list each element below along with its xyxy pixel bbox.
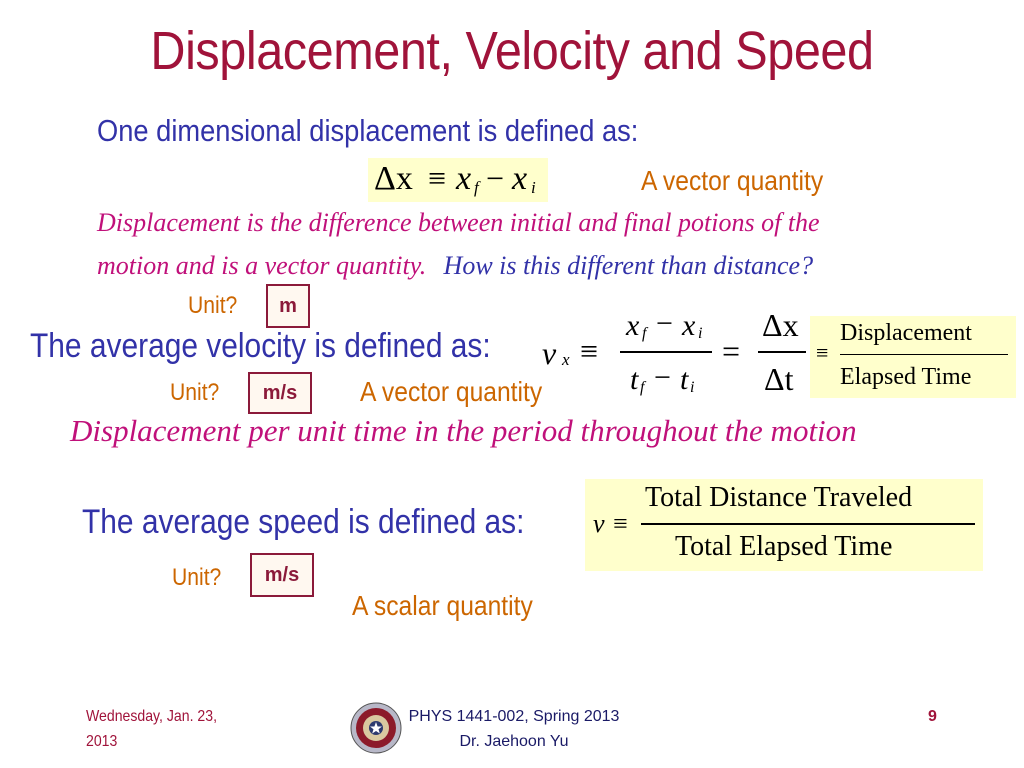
word-numerator: Displacement bbox=[840, 320, 972, 346]
velocity-definition: Displacement per unit time in the period… bbox=[70, 413, 857, 448]
equiv-sign: ≡ bbox=[580, 333, 599, 369]
equals-sign: = bbox=[722, 333, 741, 369]
displacement-definition-line2: motion and is a vector quantity. How is … bbox=[97, 250, 813, 281]
x-initial: x bbox=[512, 160, 528, 197]
unit-question-1: Unit? bbox=[188, 292, 238, 319]
velocity-formula: v x ≡ x f − x i t f − t i = Δx Δt bbox=[540, 305, 810, 405]
numerator-minus: − bbox=[656, 307, 673, 340]
speed-denominator: Total Elapsed Time bbox=[675, 531, 893, 562]
minus-sign: − bbox=[486, 160, 505, 196]
numerator-sub-i: i bbox=[698, 325, 703, 342]
word-denominator: Elapsed Time bbox=[840, 364, 972, 390]
speed-intro: The average speed is defined as: bbox=[82, 503, 525, 541]
vector-quantity-label-2: A vector quantity bbox=[360, 376, 543, 407]
footer-instructor: Dr. Jaehoon Yu bbox=[459, 733, 569, 750]
denominator-tf: t bbox=[630, 363, 639, 396]
unit-answer-2: m/s bbox=[248, 372, 312, 414]
x-final: x bbox=[456, 160, 472, 197]
numerator-xf: x bbox=[626, 309, 640, 342]
delta-x: Δx bbox=[374, 160, 413, 197]
vector-quantity-label-1: A vector quantity bbox=[641, 165, 824, 196]
page-number: 9 bbox=[928, 708, 937, 725]
displacement-intro: One dimensional displacement is defined … bbox=[97, 113, 639, 148]
v-symbol: v bbox=[542, 335, 557, 371]
velocity-word-formula: ≡ Displacement Elapsed Time bbox=[810, 316, 1016, 398]
denominator-sub-f: f bbox=[640, 379, 645, 396]
v-symbol: v bbox=[593, 509, 605, 538]
numerator-sub-f: f bbox=[642, 325, 647, 342]
distance-question: How is this different than distance? bbox=[443, 251, 814, 280]
displacement-formula: Δx ≡ x f − x i bbox=[368, 158, 548, 202]
displacement-definition-line1: Displacement is the difference between i… bbox=[97, 208, 820, 237]
slide-title: Displacement, Velocity and Speed bbox=[150, 21, 874, 81]
equiv-sign: ≡ bbox=[613, 509, 628, 538]
denominator-ti: t bbox=[680, 363, 689, 396]
v-subscript-x: x bbox=[562, 350, 570, 369]
scalar-quantity-label: A scalar quantity bbox=[352, 590, 533, 621]
subscript-f: f bbox=[474, 178, 479, 197]
equiv-sign: ≡ bbox=[428, 160, 447, 196]
velocity-intro: The average velocity is defined as: bbox=[30, 327, 491, 365]
unit-question-3: Unit? bbox=[172, 564, 222, 591]
unit-question-2: Unit? bbox=[170, 379, 220, 406]
subscript-i: i bbox=[531, 178, 536, 197]
fraction-bar-1 bbox=[620, 351, 712, 353]
delta-t: Δt bbox=[764, 361, 794, 397]
denominator-minus: − bbox=[654, 361, 671, 394]
unit-answer-1: m bbox=[266, 284, 310, 328]
footer-date-line1: Wednesday, Jan. 23, bbox=[86, 708, 217, 725]
delta-x: Δx bbox=[762, 307, 799, 343]
equiv-sign: ≡ bbox=[816, 340, 829, 365]
fraction-bar-2 bbox=[758, 351, 806, 353]
university-seal-icon bbox=[350, 702, 402, 754]
displacement-definition-line2a: motion and is a vector quantity. bbox=[97, 251, 427, 280]
fraction-bar-3 bbox=[840, 354, 1008, 355]
footer-course: PHYS 1441-002, Spring 2013 bbox=[408, 708, 620, 725]
numerator-xi: x bbox=[682, 309, 696, 342]
speed-formula: v ≡ Total Distance Traveled Total Elapse… bbox=[585, 479, 983, 571]
speed-numerator: Total Distance Traveled bbox=[645, 482, 913, 513]
denominator-sub-i: i bbox=[690, 379, 695, 396]
unit-answer-3: m/s bbox=[250, 553, 314, 597]
fraction-bar-4 bbox=[641, 523, 975, 525]
footer-date-line2: 2013 bbox=[86, 733, 118, 750]
